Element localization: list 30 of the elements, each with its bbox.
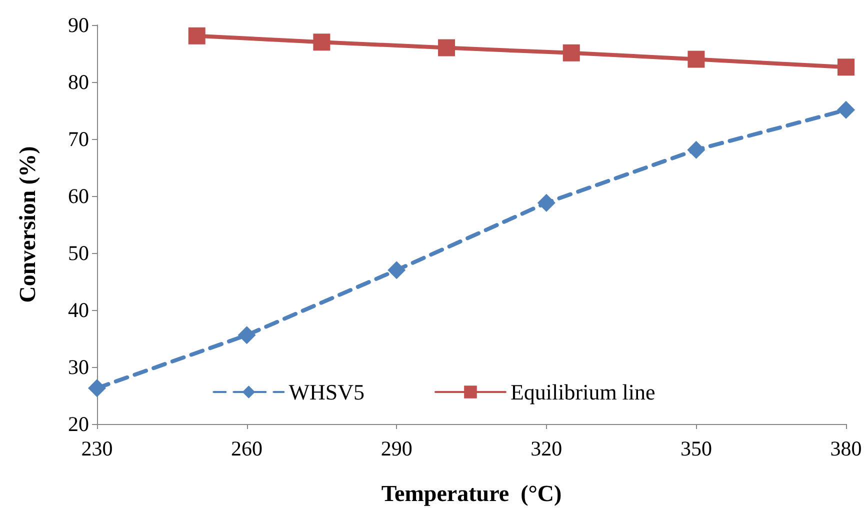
x-axis-title: Temperature (°C) — [381, 481, 562, 506]
point — [562, 44, 580, 62]
point — [837, 100, 855, 119]
y-axis-title: Conversion (%) — [15, 146, 40, 303]
point — [687, 140, 706, 159]
legend-label: Equilibrium line — [510, 380, 656, 404]
point — [537, 194, 556, 212]
y-tick-label: 30 — [68, 355, 89, 379]
point — [388, 261, 406, 280]
point — [838, 58, 854, 76]
point — [688, 50, 705, 68]
point — [438, 39, 456, 56]
x-tick-label: 230 — [81, 436, 113, 460]
x-tick-label: 350 — [680, 436, 712, 460]
y-tick-label: 90 — [68, 13, 89, 37]
point — [188, 27, 206, 44]
y-tick-label: 40 — [68, 298, 89, 322]
y-tick-label: 20 — [68, 412, 89, 436]
x-tick-label: 380 — [830, 436, 862, 460]
y-tick-label: 50 — [68, 241, 89, 265]
y-tick-label: 80 — [68, 70, 89, 94]
point — [238, 326, 256, 344]
point — [313, 34, 330, 51]
x-tick-label: 320 — [530, 436, 562, 460]
x-tick-label: 260 — [231, 436, 263, 460]
legend-label: WHSV5 — [288, 380, 364, 404]
x-tick-label: 290 — [380, 436, 412, 460]
point — [88, 379, 106, 398]
y-tick-label: 60 — [68, 184, 89, 208]
y-tick-label: 70 — [68, 127, 89, 151]
